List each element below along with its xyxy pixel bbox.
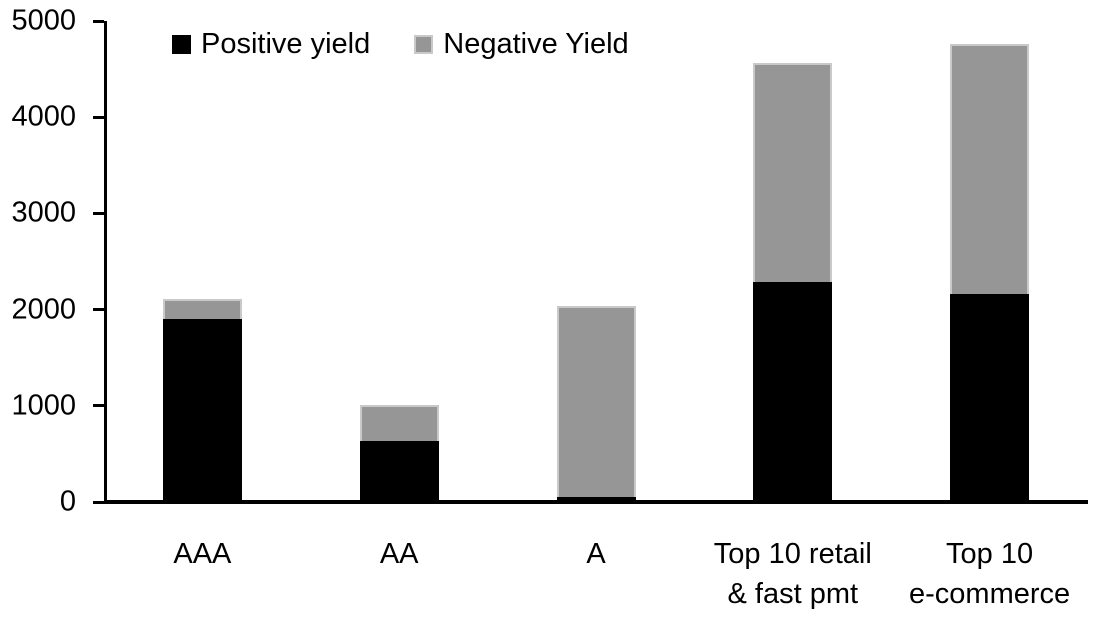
- bar-segment-negative: [556, 306, 636, 498]
- y-axis-tick: [93, 404, 104, 408]
- legend-swatch-negative-icon: [414, 35, 434, 54]
- y-axis-line: [104, 21, 107, 503]
- x-axis-label-line: AA: [379, 538, 419, 570]
- legend-label-positive: Positive yield: [201, 28, 371, 60]
- legend-swatch-positive-icon: [172, 35, 191, 54]
- bar-segment-positive: [556, 497, 636, 502]
- bar-segment-positive: [950, 294, 1030, 502]
- bar-segment-negative: [359, 404, 439, 442]
- y-axis-tick-label: 1000: [11, 389, 76, 422]
- y-axis-tick: [93, 115, 104, 119]
- x-axis-label-line: e-commerce: [909, 578, 1071, 610]
- y-axis-tick: [93, 211, 104, 215]
- bar-segment-positive: [162, 319, 242, 502]
- y-axis-tick: [93, 308, 104, 312]
- x-axis-category-label: AAA: [173, 534, 231, 574]
- x-axis-label-line: & fast pmt: [727, 578, 859, 610]
- y-axis-tick-label: 4000: [11, 100, 76, 133]
- y-axis-tick-label: 2000: [11, 293, 76, 326]
- legend-item-positive-yield: Positive yield: [172, 28, 370, 61]
- bar-segment-negative: [753, 63, 833, 282]
- y-axis-tick: [93, 19, 104, 23]
- legend-label-negative: Negative Yield: [443, 28, 629, 60]
- y-axis-tick-label: 5000: [11, 4, 76, 37]
- y-axis-tick: [93, 500, 104, 504]
- y-axis-tick-label: 0: [59, 485, 76, 518]
- x-axis-label-line: Top 10: [946, 538, 1034, 570]
- legend-item-negative-yield: Negative Yield: [414, 28, 629, 61]
- bar-segment-negative: [950, 44, 1030, 295]
- bar-segment-negative: [162, 298, 242, 320]
- x-axis-line: [104, 500, 1088, 504]
- x-axis-label-line: AAA: [173, 538, 232, 570]
- y-axis-tick-label: 3000: [11, 196, 76, 229]
- bar-segment-positive: [753, 281, 833, 502]
- bar-segment-positive: [359, 441, 439, 502]
- x-axis-category-label: A: [586, 534, 605, 574]
- x-axis-category-label: AA: [380, 534, 419, 574]
- chart-legend: Positive yield Negative Yield: [172, 28, 629, 61]
- x-axis-category-label: Top 10 e-commerce: [909, 534, 1070, 614]
- x-axis-label-line: A: [586, 538, 606, 570]
- x-axis-label-line: Top 10 retail: [713, 538, 872, 570]
- x-axis-category-label: Top 10 retail & fast pmt: [714, 534, 872, 614]
